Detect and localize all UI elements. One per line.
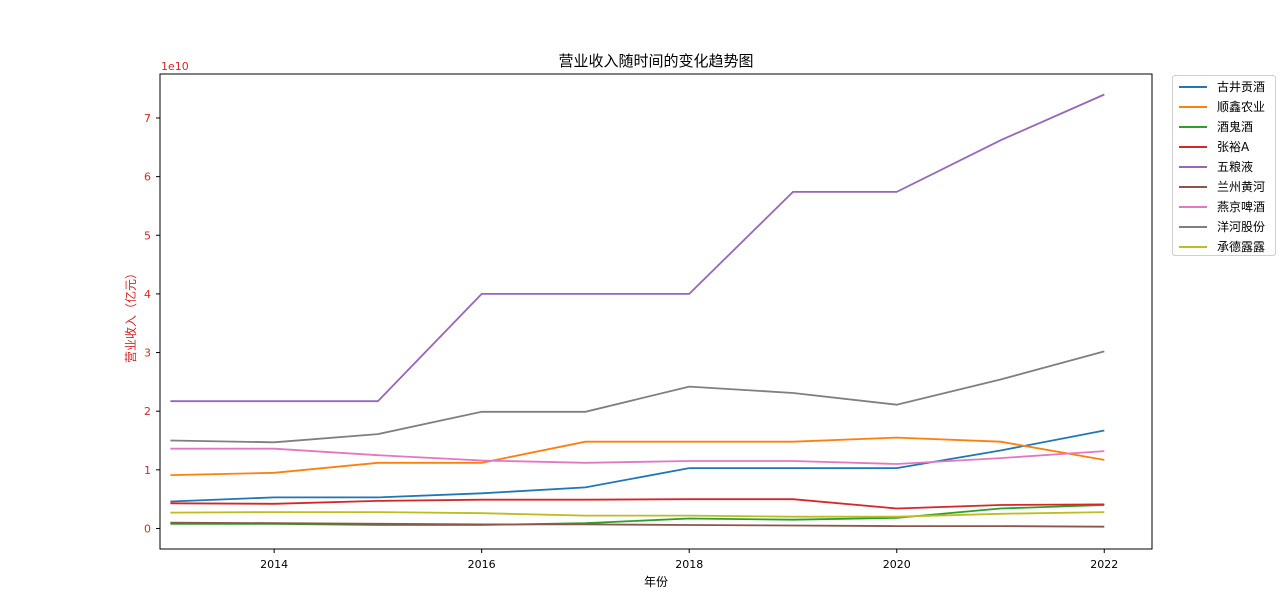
series-line-6 [170,447,1105,465]
series-line-8 [170,511,1105,518]
x-axis-ticks: 2014 2016 2018 2020 2022 [260,549,1118,571]
legend-swatch [1179,106,1207,108]
legend-swatch [1179,246,1207,248]
legend-swatch [1179,166,1207,168]
y-tick-label: 4 [144,288,151,301]
x-tick-label: 2020 [883,558,911,571]
x-tick-label: 2016 [468,558,496,571]
x-tick-label: 2022 [1090,558,1118,571]
y-axis-ticks: 0 1 2 3 4 5 6 7 [144,112,160,535]
legend-label: 燕京啤酒 [1217,200,1266,214]
x-axis-label: 年份 [644,575,668,589]
legend-label: 承德露露 [1217,240,1266,254]
series-line-5 [170,521,1105,528]
legend-item: 兰州黄河 [1173,176,1275,196]
legend-item: 承德露露 [1173,236,1275,256]
legend-item: 洋河股份 [1173,216,1275,236]
series-line-4 [170,93,1105,403]
series-line-2 [170,504,1105,526]
legend-label: 顺鑫农业 [1217,100,1266,114]
y-tick-label: 7 [144,112,151,125]
legend-label: 古井贡酒 [1217,80,1266,94]
y-tick-label: 0 [144,522,151,535]
legend-swatch [1179,146,1207,148]
y-tick-label: 2 [144,405,151,418]
legend-swatch [1179,186,1207,188]
legend-label: 五粮液 [1217,160,1254,174]
legend-swatch [1179,206,1207,208]
series-layer [170,93,1105,528]
legend: 古井贡酒顺鑫农业酒鬼酒张裕A 五粮液兰州黄河燕京啤酒洋河股份承德露露 [1172,75,1276,256]
legend-label: 洋河股份 [1217,220,1266,234]
y-tick-label: 6 [144,171,151,184]
x-tick-label: 2014 [260,558,288,571]
y-tick-label: 3 [144,347,151,360]
y-offset-label: 1e10 [161,60,189,73]
legend-label: 张裕A [1217,140,1250,154]
series-line-1 [170,436,1105,476]
legend-label: 兰州黄河 [1217,180,1266,194]
legend-swatch [1179,126,1207,128]
legend-item: 五粮液 [1173,156,1275,176]
legend-item: 古井贡酒 [1173,76,1275,96]
x-tick-label: 2018 [675,558,703,571]
chart-title: 营业收入随时间的变化趋势图 [558,52,753,70]
legend-swatch [1179,86,1207,88]
y-tick-label: 1 [144,464,151,477]
legend-item: 张裕A [1173,136,1275,156]
legend-swatch [1179,226,1207,228]
plot-frame [159,73,1153,550]
series-line-3 [170,498,1105,510]
legend-item: 酒鬼酒 [1173,116,1275,136]
series-line-7 [170,350,1105,444]
y-tick-label: 5 [144,229,151,242]
legend-item: 燕京啤酒 [1173,196,1275,216]
legend-label: 酒鬼酒 [1217,120,1254,134]
y-axis-label: 营业收入（亿元） [123,267,138,363]
series-line-0 [170,429,1105,503]
legend-item: 顺鑫农业 [1173,96,1275,116]
